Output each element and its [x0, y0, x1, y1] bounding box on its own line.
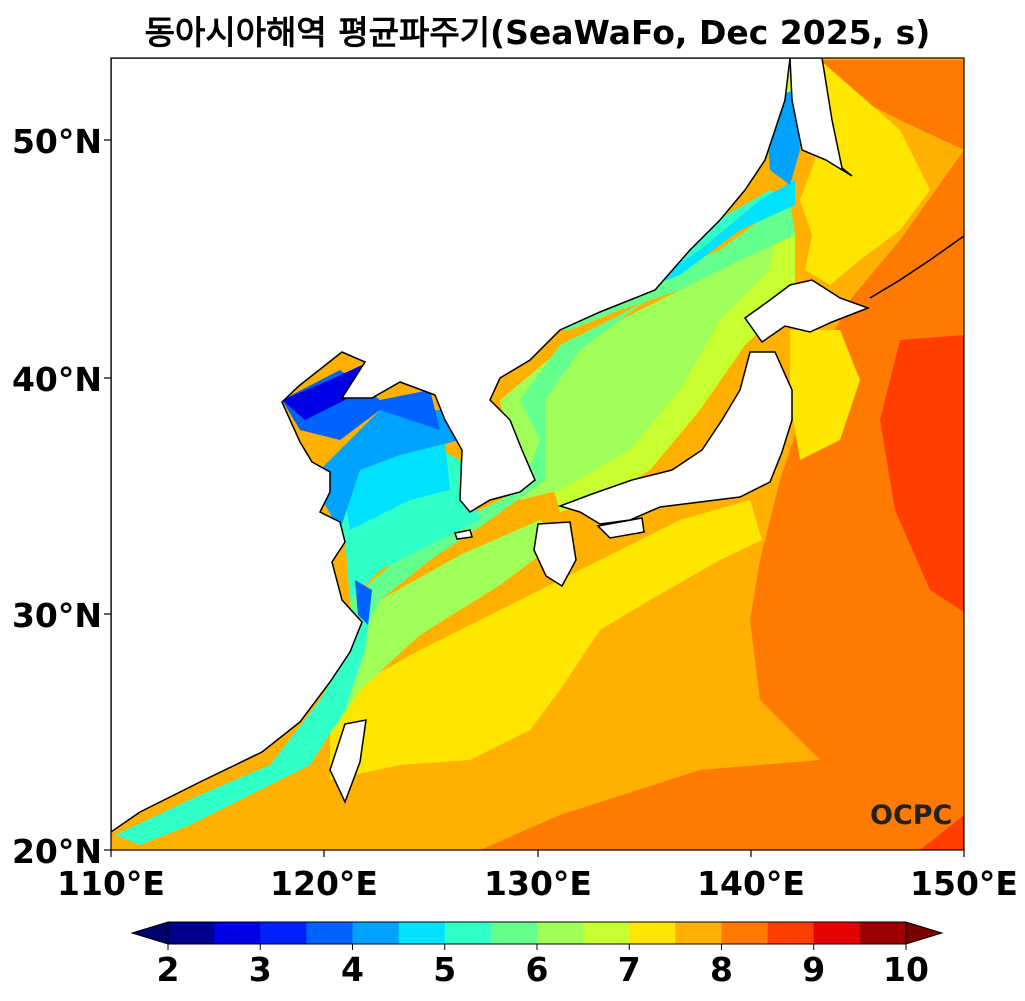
- lat-label-30: 30°N: [11, 596, 102, 635]
- colorbar-tick-label: 10: [883, 950, 929, 989]
- colorbar: [130, 921, 944, 950]
- land-kyushu: [533, 521, 577, 588]
- ocpc-logo: OCPC: [870, 800, 952, 831]
- lon-label-120: 120°E: [270, 864, 378, 903]
- contour-fill: [111, 58, 964, 850]
- lat-label-40: 40°N: [11, 360, 102, 399]
- lat-label-50: 50°N: [11, 122, 102, 161]
- colorbar-tick-label: 9: [802, 950, 826, 989]
- colorbar-segment: [675, 922, 722, 944]
- colorbar-segment: [444, 922, 492, 944]
- colorbar-tick-label: 3: [248, 950, 272, 989]
- colorbar-tick-label: 7: [617, 950, 641, 989]
- colorbar-segment: [537, 922, 584, 944]
- colorbar-tick-label: 5: [433, 950, 457, 989]
- lon-label-150: 150°E: [910, 864, 1018, 903]
- land-shikoku: [596, 517, 645, 539]
- colorbar-segment: [352, 922, 400, 944]
- lon-label-130: 130°E: [484, 864, 592, 903]
- land-sakhalin: [789, 58, 853, 177]
- land-honshu: [557, 351, 793, 525]
- colorbar-segment: [398, 922, 446, 944]
- colorbar-tick-label: 4: [341, 950, 364, 989]
- colorbar-segment: [629, 922, 676, 944]
- colorbar-segment: [859, 922, 907, 944]
- map-title: 동아시아해역 평균파주기(SeaWaFo, Dec 2025, s): [144, 13, 931, 52]
- colorbar-segment: [306, 922, 353, 944]
- colorbar-tick-label: 2: [156, 950, 180, 989]
- colorbar-segment: [721, 922, 769, 944]
- colorbar-over-arrow: [905, 921, 944, 945]
- land-jeju: [454, 529, 473, 540]
- colorbar-tick-label: 6: [525, 950, 549, 989]
- colorbar-segment: [214, 922, 261, 944]
- land-hokkaido: [743, 279, 871, 344]
- colorbar-segment: [260, 922, 307, 944]
- colorbar-tick-label: 8: [710, 950, 733, 989]
- lat-label-20: 20°N: [11, 832, 102, 871]
- colorbar-segment: [767, 922, 815, 944]
- lon-label-140: 140°E: [697, 864, 805, 903]
- land-taiwan: [329, 719, 367, 804]
- colorbar-segment: [813, 922, 861, 944]
- land-asia-mainland: [111, 58, 791, 833]
- lon-label-110: 110°E: [57, 864, 165, 903]
- colorbar-under-arrow: [130, 921, 169, 945]
- svg-text:OCPC: OCPC: [870, 800, 952, 831]
- colorbar-segment: [490, 922, 538, 944]
- colorbar-segment: [168, 922, 215, 944]
- colorbar-segment: [583, 922, 630, 944]
